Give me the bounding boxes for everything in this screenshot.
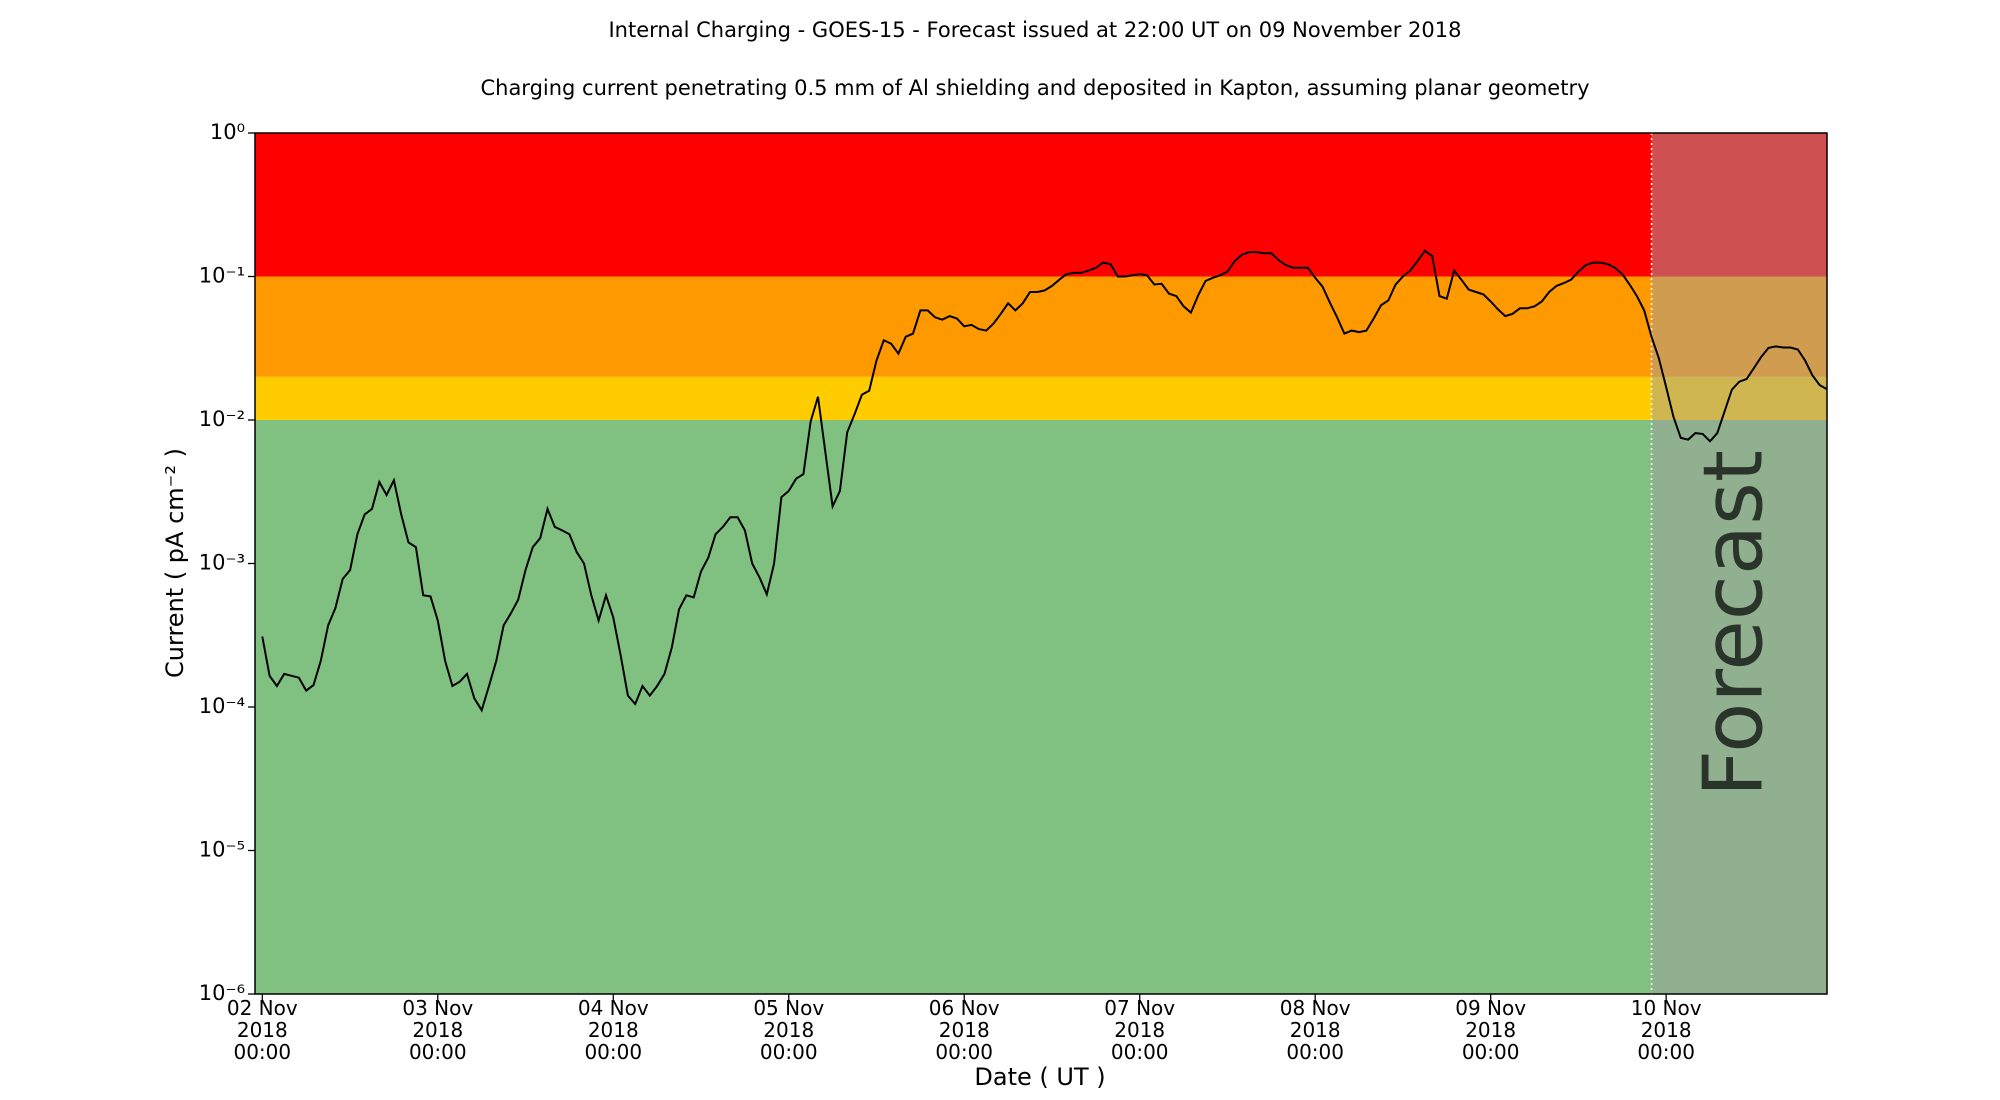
x-tick-label: 09 Nov 2018 00:00 bbox=[1455, 996, 1527, 1064]
threshold-band bbox=[255, 276, 1827, 377]
x-axis-label: Date ( UT ) bbox=[974, 1063, 1105, 1091]
chart-title: Internal Charging - GOES-15 - Forecast i… bbox=[608, 18, 1461, 42]
x-tick-label: 06 Nov 2018 00:00 bbox=[928, 996, 1000, 1064]
y-tick-label: 10⁻¹ bbox=[199, 264, 245, 288]
y-tick-label: 10⁻⁴ bbox=[199, 694, 245, 718]
y-tick-label: 10⁻⁶ bbox=[199, 981, 245, 1005]
y-tick-label: 10⁻³ bbox=[199, 551, 245, 575]
chart-subtitle: Charging current penetrating 0.5 mm of A… bbox=[480, 76, 1589, 100]
threshold-band bbox=[255, 420, 1827, 994]
y-axis-label: Current ( pA cm⁻² ) bbox=[161, 448, 189, 678]
x-tick-label: 08 Nov 2018 00:00 bbox=[1279, 996, 1351, 1064]
forecast-label: Forecast bbox=[1687, 450, 1782, 797]
x-tick-label: 05 Nov 2018 00:00 bbox=[753, 996, 825, 1064]
x-tick-label: 02 Nov 2018 00:00 bbox=[226, 996, 298, 1064]
x-tick-label: 10 Nov 2018 00:00 bbox=[1630, 996, 1702, 1064]
threshold-band bbox=[255, 133, 1827, 277]
forecast-region bbox=[1651, 133, 1827, 994]
y-tick-label: 10⁻² bbox=[199, 407, 245, 431]
x-tick-label: 03 Nov 2018 00:00 bbox=[402, 996, 474, 1064]
threshold-band bbox=[255, 376, 1827, 420]
x-tick-label: 07 Nov 2018 00:00 bbox=[1104, 996, 1176, 1064]
y-tick-label: 10⁻⁵ bbox=[199, 838, 245, 862]
data-line bbox=[261, 249, 1828, 713]
x-tick-label: 04 Nov 2018 00:00 bbox=[577, 996, 649, 1064]
y-tick-label: 10⁰ bbox=[210, 120, 245, 144]
